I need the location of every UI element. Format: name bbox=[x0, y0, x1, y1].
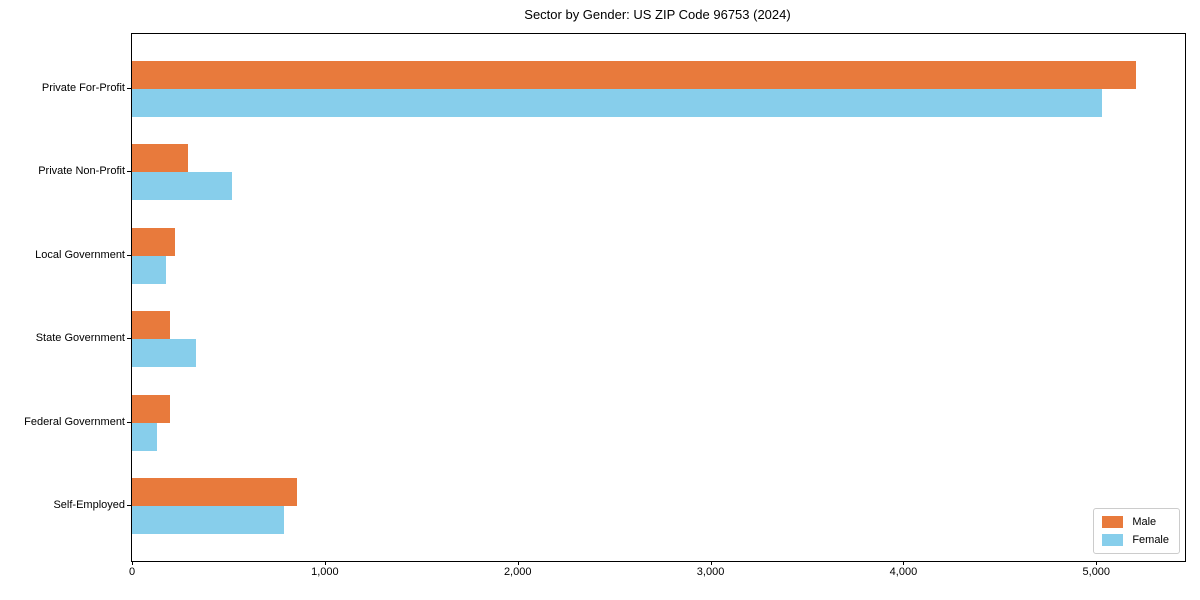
category-label-private-for-profit: Private For-Profit bbox=[41, 82, 125, 95]
x-tick-label-5000: 5,000 bbox=[1082, 566, 1111, 578]
category-label-local-government: Local Government bbox=[35, 248, 125, 261]
bar-federal-government-female bbox=[132, 422, 158, 451]
legend-label-female: Female bbox=[1132, 534, 1169, 546]
y-tick-self-employed bbox=[127, 504, 131, 506]
bar-private-for-profit-male bbox=[132, 61, 1136, 90]
x-tick-2000 bbox=[517, 561, 519, 565]
legend: Male Female bbox=[1093, 508, 1180, 554]
x-tick-label-3000: 3,000 bbox=[696, 566, 725, 578]
x-tick-label-0: 0 bbox=[128, 566, 136, 578]
bar-private-non-profit-female bbox=[132, 172, 233, 201]
y-tick-state-government bbox=[127, 338, 131, 340]
bar-local-government-female bbox=[132, 255, 166, 284]
plot-area: Male Female bbox=[131, 33, 1186, 562]
male-swatch-icon bbox=[1102, 516, 1124, 528]
x-tick-4000 bbox=[903, 561, 905, 565]
bar-state-government-female bbox=[132, 339, 196, 368]
category-label-state-government: State Government bbox=[35, 332, 125, 345]
x-tick-label-1000: 1,000 bbox=[311, 566, 339, 578]
x-tick-label-2000: 2,000 bbox=[503, 566, 532, 578]
legend-item-female: Female bbox=[1102, 534, 1169, 546]
y-tick-private-non-profit bbox=[127, 171, 131, 173]
bar-private-non-profit-male bbox=[132, 144, 188, 173]
x-tick-label-4000: 4,000 bbox=[889, 566, 918, 578]
category-label-self-employed: Self-Employed bbox=[53, 498, 125, 511]
bar-state-government-male bbox=[132, 311, 170, 340]
female-swatch-icon bbox=[1102, 534, 1124, 546]
x-tick-1000 bbox=[324, 561, 326, 565]
legend-label-male: Male bbox=[1132, 516, 1157, 528]
bar-federal-government-male bbox=[132, 394, 170, 423]
y-tick-private-for-profit bbox=[127, 88, 131, 90]
x-tick-0 bbox=[132, 561, 133, 565]
category-label-private-non-profit: Private Non-Profit bbox=[38, 165, 125, 178]
bar-private-for-profit-female bbox=[132, 89, 1103, 117]
x-tick-3000 bbox=[710, 561, 712, 565]
y-tick-local-government bbox=[127, 254, 131, 256]
bar-local-government-male bbox=[132, 227, 176, 256]
bar-self-employed-female bbox=[132, 505, 285, 534]
y-tick-federal-government bbox=[127, 421, 131, 423]
legend-item-male: Male bbox=[1102, 516, 1169, 528]
bar-self-employed-male bbox=[132, 478, 297, 506]
category-label-federal-government: Federal Government bbox=[24, 415, 125, 428]
x-tick-5000 bbox=[1096, 561, 1098, 565]
chart-title: Sector by Gender: US ZIP Code 96753 (202… bbox=[524, 7, 791, 22]
